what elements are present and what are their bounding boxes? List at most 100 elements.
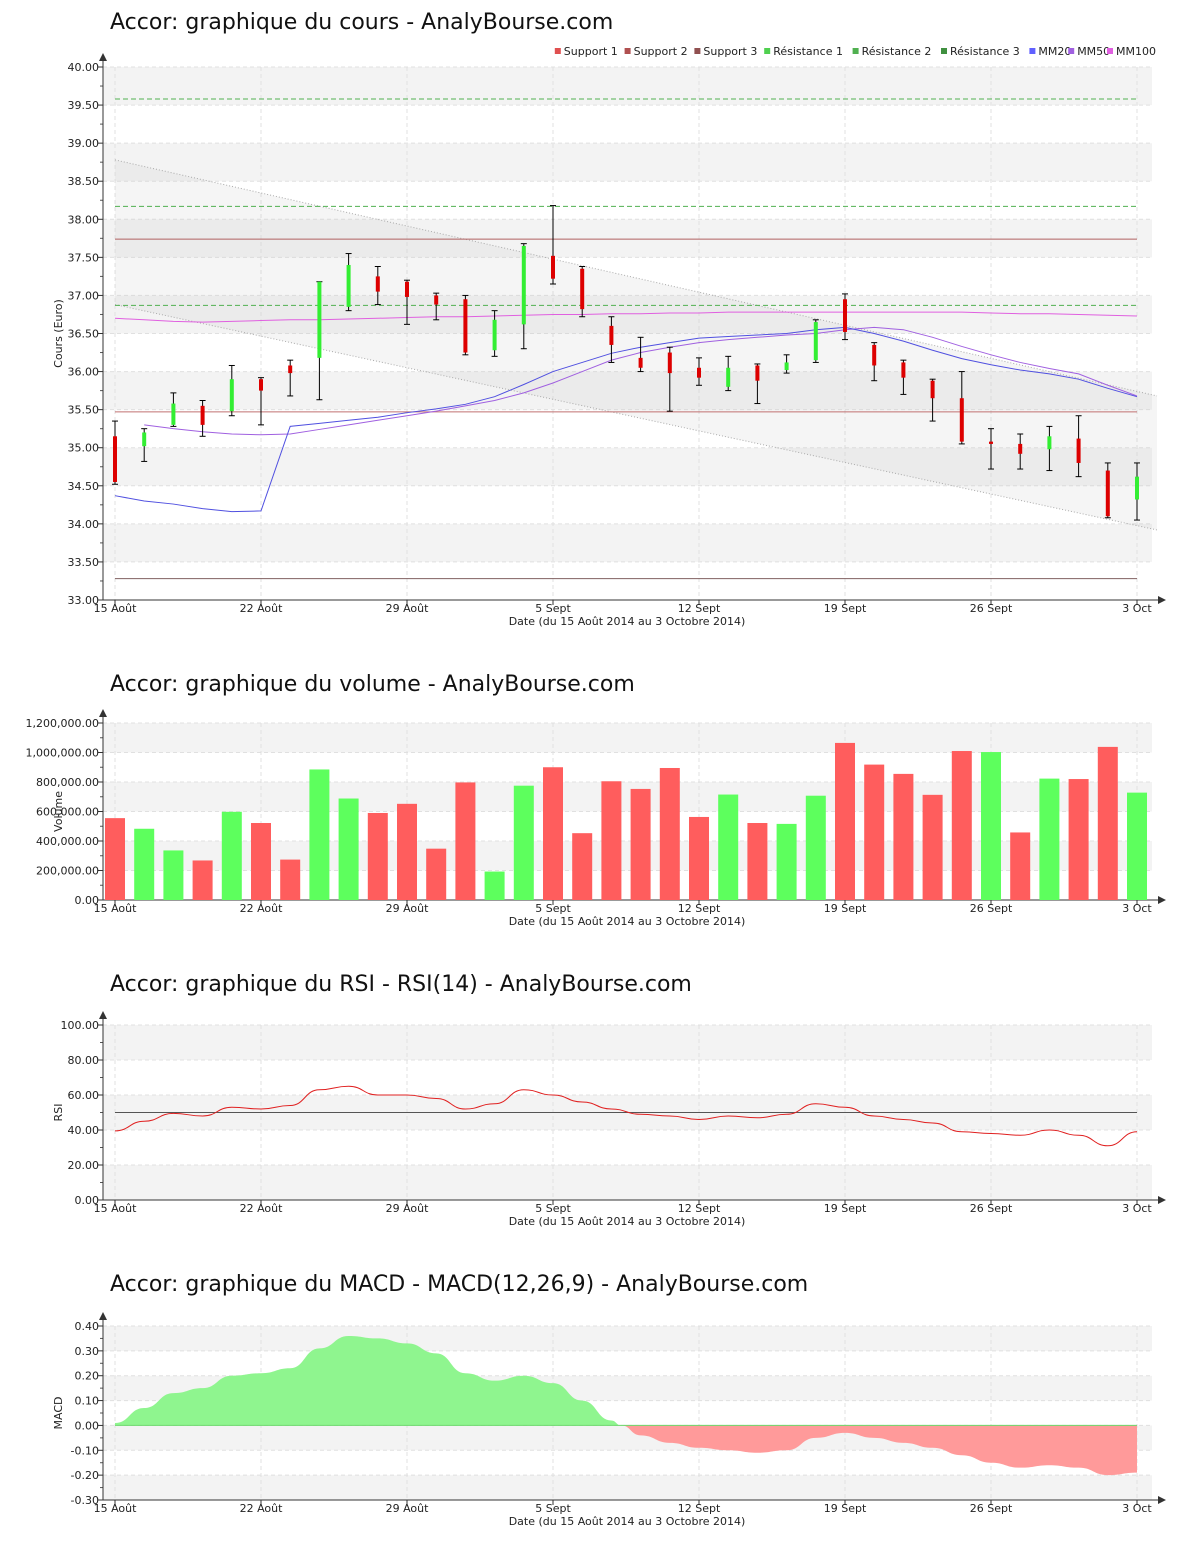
candle-body [1018, 443, 1023, 454]
price-ytick-label: 36.50 [68, 328, 100, 341]
rsi-xtick-label: 19 Sept [824, 1202, 867, 1215]
macd-xlabel: Date (du 15 Août 2014 au 3 Octobre 2014) [509, 1515, 746, 1528]
volume-bar [163, 850, 184, 900]
volume-bar [280, 859, 301, 900]
candle-body [405, 281, 409, 297]
price-grid-band [103, 143, 1152, 182]
macd-ytick-label: 0.10 [75, 1395, 100, 1408]
volume-bar [835, 742, 855, 900]
rsi-xlabel: Date (du 15 Août 2014 au 3 Octobre 2014) [509, 1215, 746, 1228]
volume-bar [134, 828, 155, 900]
macd-xtick-label: 29 Août [386, 1502, 430, 1515]
volume-xtick-label: 3 Oct [1122, 902, 1152, 915]
volume-chart-title: Accor: graphique du volume - AnalyBourse… [110, 672, 635, 697]
price-ytick-label: 34.50 [68, 480, 100, 493]
price-xtick-label: 26 Sept [970, 602, 1013, 615]
macd-grid-band [103, 1475, 1152, 1500]
price-ytick-label: 33.00 [68, 594, 100, 607]
volume-xtick-label: 12 Sept [678, 902, 721, 915]
legend-swatch [941, 48, 947, 54]
volume-bar [1097, 746, 1118, 900]
volume-xtick-label: 22 Août [240, 902, 284, 915]
price-ytick-label: 33.50 [68, 556, 100, 569]
volume-ylabel: Volume [52, 791, 65, 832]
legend-item: Support 1 [564, 45, 618, 58]
price-ytick-label: 37.50 [68, 251, 100, 264]
price-grid-band [103, 181, 1152, 220]
macd-ytick-label: 0.00 [75, 1419, 100, 1432]
macd-x-axis-arrow [1158, 1496, 1166, 1504]
volume-y-axis-arrow [99, 709, 107, 717]
macd-ytick-label: -0.10 [71, 1444, 99, 1457]
volume-grid-band [103, 723, 1152, 753]
macd-ytick-label: 0.20 [75, 1370, 100, 1383]
volume-bar [981, 752, 1001, 900]
legend-item: MM20 [1038, 45, 1071, 58]
candle-body [580, 268, 585, 310]
candle-body [434, 295, 439, 305]
rsi-chart-title: Accor: graphique du RSI - RSI(14) - Anal… [110, 972, 692, 997]
candle-body [638, 357, 643, 368]
rsi-grid-band [103, 1130, 1152, 1165]
volume-bar [338, 798, 359, 900]
volume-bar [747, 823, 768, 900]
price-chart-title: Accor: graphique du cours - AnalyBourse.… [110, 10, 614, 35]
volume-bar [484, 871, 505, 900]
price-channel-lower [114, 304, 1158, 531]
legend-swatch [1029, 48, 1036, 54]
volume-bar [630, 788, 651, 900]
candle-body [551, 255, 555, 279]
volume-bar [192, 860, 213, 900]
price-grid-band [103, 295, 1152, 334]
candle-body [1047, 436, 1052, 450]
volume-x-axis-arrow [1158, 896, 1166, 904]
volume-bar [776, 823, 797, 900]
price-channel-upper [114, 159, 1158, 397]
volume-bar [951, 751, 972, 900]
legend-swatch [852, 48, 859, 54]
volume-bar [601, 781, 622, 900]
volume-bar [397, 803, 417, 900]
rsi-ylabel: RSI [52, 1104, 65, 1122]
rsi-grid-band [103, 1165, 1152, 1200]
macd-grid-band [103, 1326, 1152, 1351]
candle-body [1076, 438, 1081, 463]
price-grid-band [103, 485, 1152, 524]
volume-ytick-label: 400,000.00 [36, 835, 99, 848]
candle-body [959, 398, 964, 442]
candle-body [755, 365, 760, 381]
macd-xtick-label: 22 Août [240, 1502, 284, 1515]
candle-body [113, 436, 117, 482]
price-ytick-label: 35.00 [68, 442, 100, 455]
candle-body [843, 299, 847, 332]
rsi-ytick-label: 80.00 [68, 1054, 100, 1067]
candle-body [1105, 470, 1110, 517]
legend-swatch [554, 48, 561, 54]
legend-item: Résistance 3 [950, 45, 1020, 58]
volume-bar [367, 812, 388, 900]
legend-item: MM100 [1116, 45, 1156, 58]
rsi-grid-band [103, 1060, 1152, 1095]
candle-body [142, 432, 147, 447]
price-ytick-label: 36.00 [68, 366, 100, 379]
macd-ytick-label: -0.30 [71, 1494, 99, 1507]
macd-xtick-label: 5 Sept [535, 1502, 571, 1515]
macd-chart-title: Accor: graphique du MACD - MACD(12,26,9)… [110, 1272, 809, 1297]
price-grid-band [103, 105, 1152, 144]
rsi-ytick-label: 20.00 [68, 1159, 100, 1172]
volume-xtick-label: 15 Août [94, 902, 138, 915]
rsi-y-axis-arrow [99, 1011, 107, 1019]
volume-bar [513, 785, 534, 900]
volume-grid-band [103, 752, 1152, 782]
price-grid-band [103, 409, 1152, 448]
price-xtick-label: 29 Août [386, 602, 430, 615]
volume-bar [864, 764, 885, 900]
legend-item: Support 2 [634, 45, 688, 58]
candle-body [901, 362, 906, 378]
volume-bar [572, 833, 593, 900]
price-y-axis-arrow [99, 53, 107, 61]
volume-bar [922, 794, 943, 900]
volume-ytick-label: 1,000,000.00 [26, 747, 99, 760]
candle-body [375, 276, 380, 292]
macd-xtick-label: 26 Sept [970, 1502, 1013, 1515]
